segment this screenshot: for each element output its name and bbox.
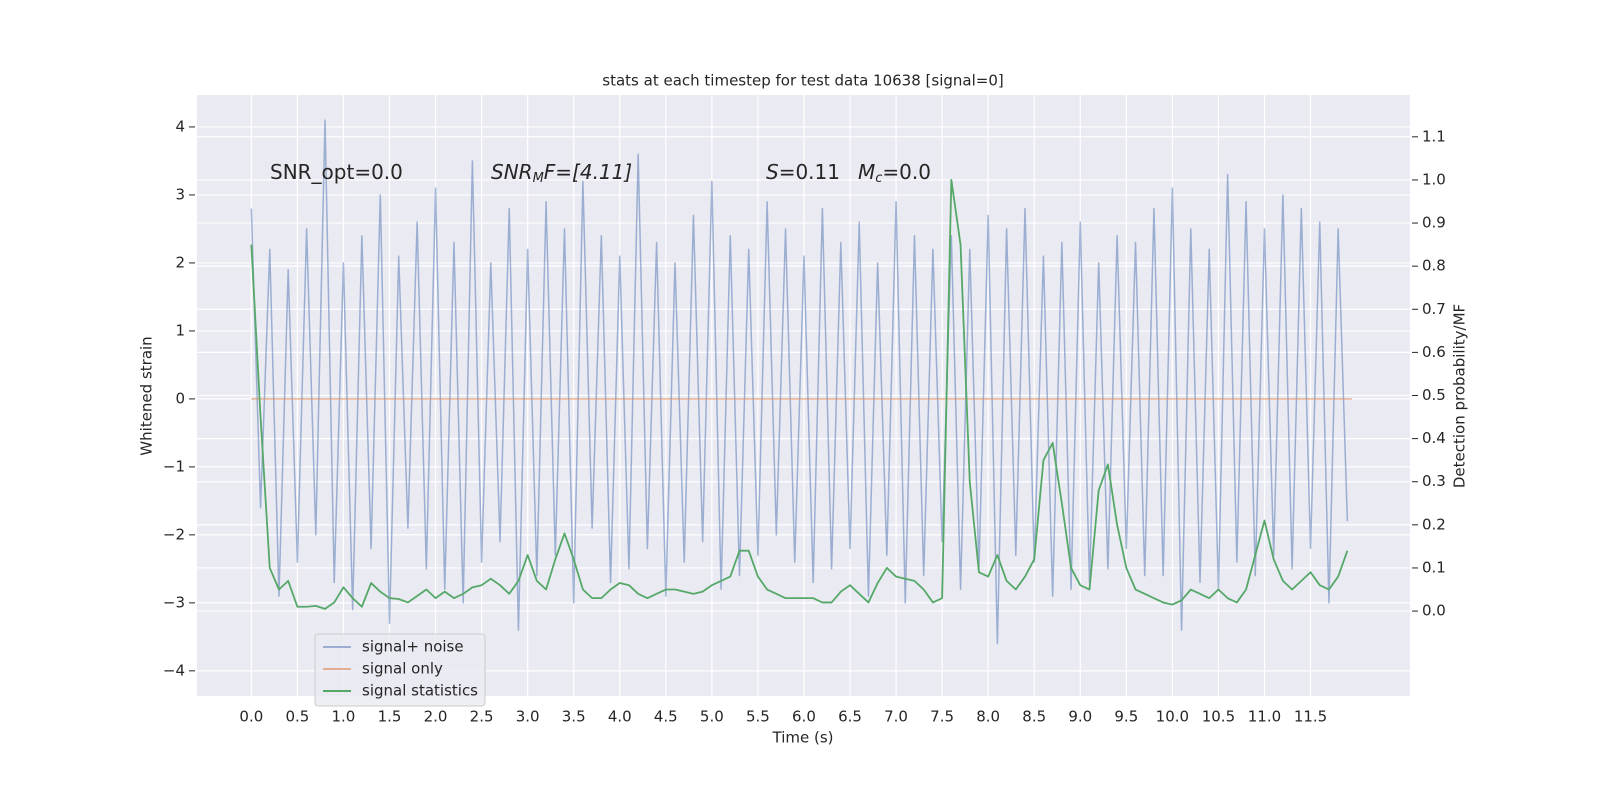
x-tick-label: 8.5 [1022,708,1046,726]
annotation: SNRMF=[4.11] [491,160,632,186]
x-tick-label: 9.0 [1068,708,1092,726]
legend-label: signal+ noise [362,638,464,656]
y2-tick-label: 0.6 [1422,343,1446,361]
noise-line [250,119,1349,645]
annotation-text: F=[4.11] [544,160,632,184]
x-tick-label: 4.0 [608,708,632,726]
x-tick-label: 1.5 [378,708,402,726]
annotation-text: =0.0 [882,160,931,184]
x-tick-label: 0.5 [285,708,309,726]
x-tick-label: 3.0 [516,708,540,726]
x-tick-label: 0.0 [239,708,263,726]
annotation: S=0.11 [766,160,840,184]
y2-tick-label: 0.2 [1422,515,1446,533]
x-tick-label: 7.5 [930,708,954,726]
x-tick-label: 2.5 [470,708,494,726]
annotation-text: M [858,160,875,184]
x-tick-label: 9.5 [1114,708,1138,726]
y-axis-label: Whitened strain [138,336,156,455]
x-tick-label: 4.5 [654,708,678,726]
y-tick-label: 2 [175,253,185,271]
x-tick-label: 10.0 [1156,708,1189,726]
y-tick-label: −3 [163,593,185,611]
y2-tick-label: 0.3 [1422,472,1446,490]
y2-tick-label: 0.4 [1422,429,1446,447]
x-tick-label: 8.0 [976,708,1000,726]
y-tick-label: 1 [175,321,185,339]
x-tick-label: 2.0 [424,708,448,726]
y2-tick-label: 0.9 [1422,214,1446,232]
y2-tick-label: 0.8 [1422,257,1446,275]
y2-tick-label: 0.0 [1422,602,1446,620]
annotation-text: SNR_opt=0.0 [270,160,403,184]
annotation-subscript: c [875,171,882,186]
y2-tick-label: 0.1 [1422,558,1446,576]
y-tick-label: −4 [163,661,185,679]
y-tick-label: −1 [163,457,185,475]
x-tick-label: 7.0 [884,708,908,726]
legend-label: signal only [362,660,443,678]
chart-title: stats at each timestep for test data 106… [602,72,1003,90]
x-tick-label: 5.5 [746,708,770,726]
y-tick-label: 0 [175,389,185,407]
x-axis-label: Time (s) [772,729,834,747]
x-tick-label: 1.0 [332,708,356,726]
annotation-text: =0.11 [779,160,840,184]
legend-box [314,633,486,707]
x-tick-label: 6.5 [838,708,862,726]
annotation-text: SNR [491,160,533,184]
y2-tick-label: 1.1 [1422,127,1446,145]
y2-tick-label: 1.0 [1422,170,1446,188]
x-tick-label: 11.5 [1294,708,1327,726]
y-tick-label: 3 [175,185,185,203]
statistics-line [250,179,1349,610]
legend: signal+ noise signal only signal statistic… [314,633,486,707]
y-tick-label: −2 [163,525,185,543]
labels: 0.0 0.5 1.0 1.5 2.0 2.5 3.0 3.5 4.0 4.5 5.0 5.5 6.0 6… [163,117,1446,725]
x-tick-label: 5.0 [700,708,724,726]
x-tick-label: 6.0 [792,708,816,726]
x-tick-label: 10.5 [1202,708,1235,726]
x-tick-label: 11.0 [1248,708,1281,726]
marks [250,119,1352,645]
annotation-subscript: M [533,171,544,186]
y2-axis-label: Detection probability/MF [1451,304,1469,488]
y2-tick-label: 0.7 [1422,300,1446,318]
annotation: Mc=0.0 [858,160,931,186]
y-tick-label: 4 [175,117,185,135]
annotation-text: S [766,160,779,184]
annotation: SNR_opt=0.0 [270,160,403,184]
legend-label: signal statistics [362,682,478,700]
x-tick-label: 3.5 [562,708,586,726]
y2-tick-label: 0.5 [1422,386,1446,404]
